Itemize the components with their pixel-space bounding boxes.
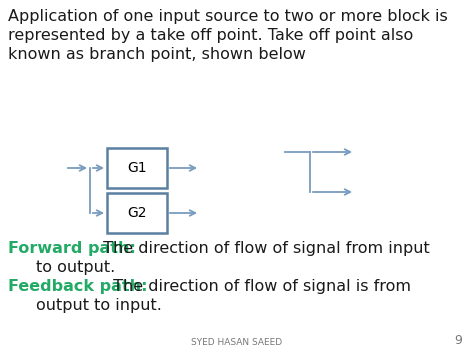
Text: The direction of flow of signal from input: The direction of flow of signal from inp… <box>98 241 430 256</box>
Text: output to input.: output to input. <box>36 298 162 313</box>
Text: G2: G2 <box>127 206 147 220</box>
Text: Application of one input source to two or more block is: Application of one input source to two o… <box>8 9 448 24</box>
Text: SYED HASAN SAEED: SYED HASAN SAEED <box>191 338 283 347</box>
Bar <box>107 193 167 233</box>
Text: Forward path:: Forward path: <box>8 241 136 256</box>
Text: Feedback path:: Feedback path: <box>8 279 147 294</box>
Bar <box>107 148 167 188</box>
Text: represented by a take off point. Take off point also: represented by a take off point. Take of… <box>8 28 413 43</box>
Text: to output.: to output. <box>36 260 115 275</box>
Text: 9: 9 <box>454 334 462 347</box>
Text: G1: G1 <box>127 161 147 175</box>
Text: known as branch point, shown below: known as branch point, shown below <box>8 47 306 62</box>
Text: The direction of flow of signal is from: The direction of flow of signal is from <box>108 279 411 294</box>
